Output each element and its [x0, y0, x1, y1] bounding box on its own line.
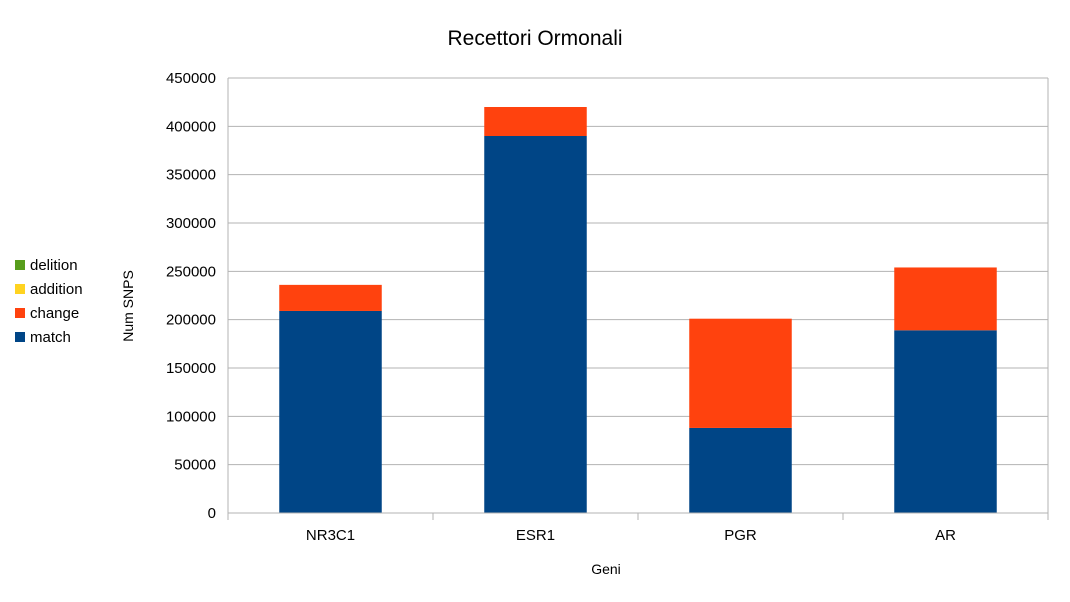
- y-tick-label: 150000: [166, 360, 216, 377]
- bar-match-ar: [894, 330, 997, 513]
- legend-label-addition: addition: [30, 281, 83, 298]
- legend: delition addition change match: [15, 257, 83, 346]
- bar-match-nr3c1: [279, 310, 382, 513]
- x-tick-label: PGR: [724, 527, 757, 544]
- y-tick-label: 300000: [166, 215, 216, 232]
- bar-match-esr1: [484, 136, 587, 513]
- y-tick-label: 250000: [166, 263, 216, 280]
- y-tick-labels: 0 50000 100000 150000 200000 250000 300000 3500…: [166, 70, 216, 522]
- x-tick-label: ESR1: [516, 527, 555, 544]
- bar-change-ar: [894, 267, 997, 331]
- bar-change-nr3c1: [279, 284, 382, 311]
- bar-change-pgr: [689, 318, 792, 428]
- x-tick-label: NR3C1: [306, 527, 355, 544]
- x-tick-label: AR: [935, 527, 956, 544]
- legend-label-delition: delition: [30, 257, 78, 274]
- y-tick-label: 350000: [166, 167, 216, 184]
- x-tick-labels: NR3C1 ESR1 PGR AR: [306, 527, 956, 544]
- bars: [279, 107, 997, 513]
- x-axis-label: Geni: [591, 561, 621, 577]
- legend-swatch-delition: [15, 260, 25, 270]
- legend-label-match: match: [30, 329, 71, 346]
- legend-swatch-match: [15, 332, 25, 342]
- axes: [227, 78, 1049, 520]
- y-tick-label: 0: [208, 505, 216, 522]
- chart-title: Recettori Ormonali: [447, 27, 622, 50]
- y-tick-label: 50000: [174, 457, 216, 474]
- y-tick-label: 100000: [166, 408, 216, 425]
- bar-change-esr1: [484, 107, 587, 136]
- legend-swatch-addition: [15, 284, 25, 294]
- y-tick-label: 450000: [166, 70, 216, 87]
- legend-label-change: change: [30, 305, 79, 322]
- y-tick-label: 200000: [166, 312, 216, 329]
- bar-match-pgr: [689, 427, 792, 513]
- y-axis-label: Num SNPS: [120, 270, 136, 342]
- legend-swatch-change: [15, 308, 25, 318]
- y-tick-label: 400000: [166, 118, 216, 135]
